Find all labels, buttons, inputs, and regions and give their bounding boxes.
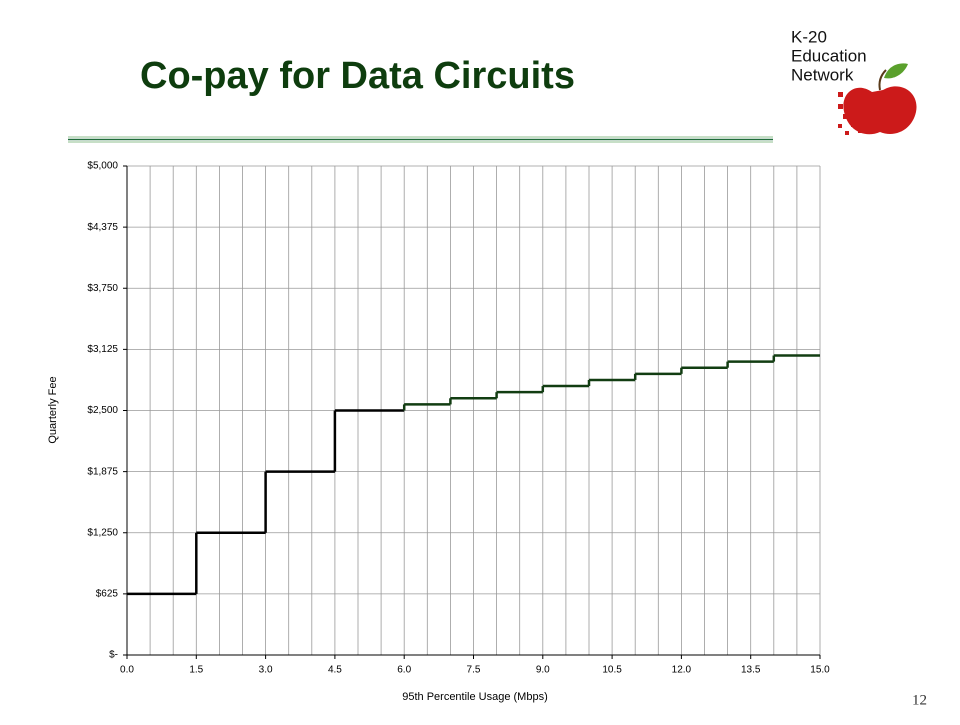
x-tick-label: 13.5: [741, 665, 761, 676]
logo-text: K-20: [791, 27, 827, 46]
title-rule: [68, 136, 773, 143]
y-tick-label: $5,000: [87, 161, 118, 172]
y-tick-label: $1,875: [87, 466, 118, 477]
x-tick-label: 4.5: [328, 665, 342, 676]
y-tick-label: $-: [109, 650, 118, 661]
x-tick-label: 15.0: [810, 665, 830, 676]
x-tick-label: 1.5: [189, 665, 203, 676]
y-tick-label: $4,375: [87, 222, 118, 233]
y-tick-label: $2,500: [87, 405, 118, 416]
x-tick-label: 9.0: [536, 665, 550, 676]
logo-text: Network: [791, 65, 854, 84]
y-tick-label: $625: [96, 589, 119, 600]
x-tick-label: 7.5: [467, 665, 481, 676]
x-tick-label: 0.0: [120, 665, 134, 676]
x-tick-label: 3.0: [259, 665, 273, 676]
x-tick-label: 6.0: [397, 665, 411, 676]
x-axis-label: 95th Percentile Usage (Mbps): [402, 691, 548, 703]
x-tick-label: 12.0: [672, 665, 692, 676]
x-tick-label: 10.5: [602, 665, 622, 676]
y-tick-label: $3,125: [87, 344, 118, 355]
plot-area: $- $625 $1,250 $1,875 $2,500 $3,125 $3,750 $4,3…: [87, 161, 830, 676]
y-tick-label: $1,250: [87, 527, 118, 538]
y-axis-label: Quarterly Fee: [47, 376, 59, 443]
logo-text: Education: [791, 46, 867, 65]
page-number: 12: [912, 692, 927, 708]
slide-title: Co-pay for Data Circuits: [140, 55, 575, 97]
y-tick-label: $3,750: [87, 283, 118, 294]
logo: K-20 Education Network: [791, 27, 917, 135]
